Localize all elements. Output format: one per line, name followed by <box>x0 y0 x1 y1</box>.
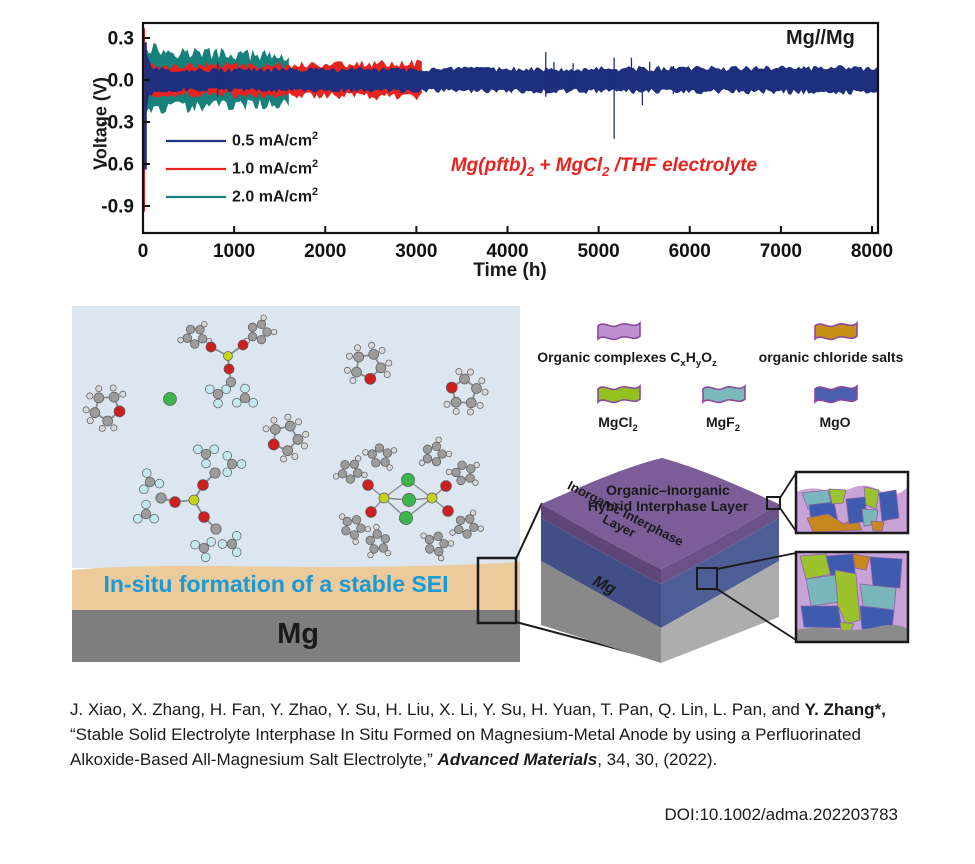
y-tick-label: 0.3 <box>108 29 134 50</box>
citation-title: “Stable Solid Electrolyte Interphase In … <box>70 725 861 770</box>
inset1-line-bottom <box>779 507 797 532</box>
x-tick-label: 8000 <box>851 241 893 262</box>
ribbon-label-mgf2: MgF2 <box>705 414 741 434</box>
ribbon-label-mgcl2: MgCl2 <box>598 414 638 434</box>
voltage-time-chart: 0.3 0.0 -0.3 -0.6 -0.9 0 1000 2000 3000 4000 5000 6… <box>101 21 893 262</box>
sei-formation-label: In-situ formation of a stable SEI <box>103 571 449 597</box>
molecule-thf <box>344 341 393 385</box>
electrolyte-molecules <box>82 314 489 563</box>
electrolyte-annotation: Mg(pftb)2 + MgCl2 /THF electrolyte <box>450 155 758 179</box>
molecule-pftb_complex <box>133 444 247 563</box>
molecule-thf <box>443 368 489 416</box>
grain-orange <box>852 553 871 571</box>
x-tick-label: 0 <box>138 241 149 262</box>
block-right-mg <box>661 561 779 663</box>
citation-authors: J. Xiao, X. Zhang, H. Fan, Y. Zhao, Y. S… <box>70 700 805 719</box>
ribbon-label-organic-chloride: organic chloride salts <box>758 349 904 365</box>
x-tick-label: 5000 <box>577 241 619 262</box>
inorganic-layer-inset <box>796 552 908 642</box>
y-tick-label: -0.3 <box>101 113 134 134</box>
citation: J. Xiao, X. Zhang, H. Fan, Y. Zhao, Y. S… <box>70 697 932 772</box>
x-tick-label: 1000 <box>213 241 255 262</box>
legend-label-1.0: 1.0 mA/cm2 <box>232 158 319 178</box>
ribbon-label-organic-complexes: Organic complexes CxHyOz <box>537 349 717 369</box>
x-tick-label: 4000 <box>486 241 528 262</box>
inset2-line-top <box>716 552 797 570</box>
grain-teal <box>859 583 897 611</box>
inset2-border <box>794 550 910 644</box>
interphase-block <box>541 458 797 663</box>
sei-layer <box>72 562 520 615</box>
block-left-mg <box>541 561 661 663</box>
ribbon-organic-chloride <box>814 322 858 341</box>
citation-volume: , 34, 30, (2022). <box>597 750 718 770</box>
grain-blue <box>800 605 843 629</box>
molecule-thf <box>82 384 127 432</box>
block-zoom-square-top <box>766 496 781 510</box>
grain-orange <box>870 520 885 532</box>
sei-schematic-panel <box>72 306 660 662</box>
x-tick-label: 2000 <box>304 241 346 262</box>
x-tick-label: 7000 <box>760 241 802 262</box>
ribbon-organic-complexes <box>597 322 641 341</box>
inset1-border <box>794 470 910 535</box>
citation-journal: Advanced Materials <box>437 750 598 770</box>
inset1-line-top <box>779 472 797 499</box>
doi: DOI:10.1002/adma.202203783 <box>664 805 898 824</box>
block-top-label-line1: Organic–Inorganic <box>606 482 730 498</box>
grain-blue <box>869 556 903 589</box>
grain-green <box>834 569 861 625</box>
molecule-dimer_complex <box>332 436 484 562</box>
grain-blue <box>878 489 900 522</box>
grain-green <box>863 486 880 510</box>
magnify-rect <box>476 556 518 625</box>
block-right-purple-strip <box>661 504 779 584</box>
molecule-mg_complex <box>177 314 278 409</box>
molecule-ion <box>163 392 177 406</box>
mg-substrate-label: Mg <box>277 618 319 650</box>
plot-border <box>141 21 880 235</box>
chart-traces <box>143 28 878 212</box>
y-tick-label: 0.0 <box>108 71 134 92</box>
ribbon-mgo <box>814 385 858 404</box>
ribbon-mgcl2 <box>597 385 641 404</box>
grain-green <box>828 488 847 505</box>
legend-label-2.0: 2.0 mA/cm2 <box>232 186 319 206</box>
trace-band-0.5 mA/cm2 <box>144 48 878 119</box>
x-tick-label: 6000 <box>669 241 711 262</box>
grain-teal <box>805 574 841 607</box>
hybrid-layer-inset <box>796 472 908 533</box>
citation-corresponding-author: Y. Zhang*, <box>804 700 886 719</box>
block-zoom-square-side <box>696 567 718 590</box>
y-axis-label: Voltage (V) <box>90 77 111 170</box>
cell-annotation: Mg//Mg <box>786 27 855 49</box>
block-left-inorganic-layer <box>541 518 661 628</box>
y-tick-label: -0.9 <box>101 197 134 218</box>
mg-substrate <box>72 610 520 662</box>
ribbon-label-mgo: MgO <box>819 414 851 430</box>
inset2-line-bottom <box>716 588 797 641</box>
block-top-label-line2: Hybrid Interphase Layer <box>587 498 749 515</box>
x-tick-label: 3000 <box>395 241 437 262</box>
x-axis-label: Time (h) <box>473 260 547 281</box>
block-left-purple-strip <box>541 504 661 584</box>
block-top-label: Organic–Inorganic Hybrid Interphase Laye… <box>578 482 758 514</box>
block-top-face <box>541 458 779 569</box>
molecule-thf <box>262 413 310 463</box>
block-right-inorganic-layer <box>661 518 779 628</box>
y-tick-label: -0.6 <box>101 155 134 176</box>
legend-label-0.5: 0.5 mA/cm2 <box>232 130 319 150</box>
ribbon-mgf2 <box>702 385 746 404</box>
magnify-line-top <box>515 502 543 560</box>
